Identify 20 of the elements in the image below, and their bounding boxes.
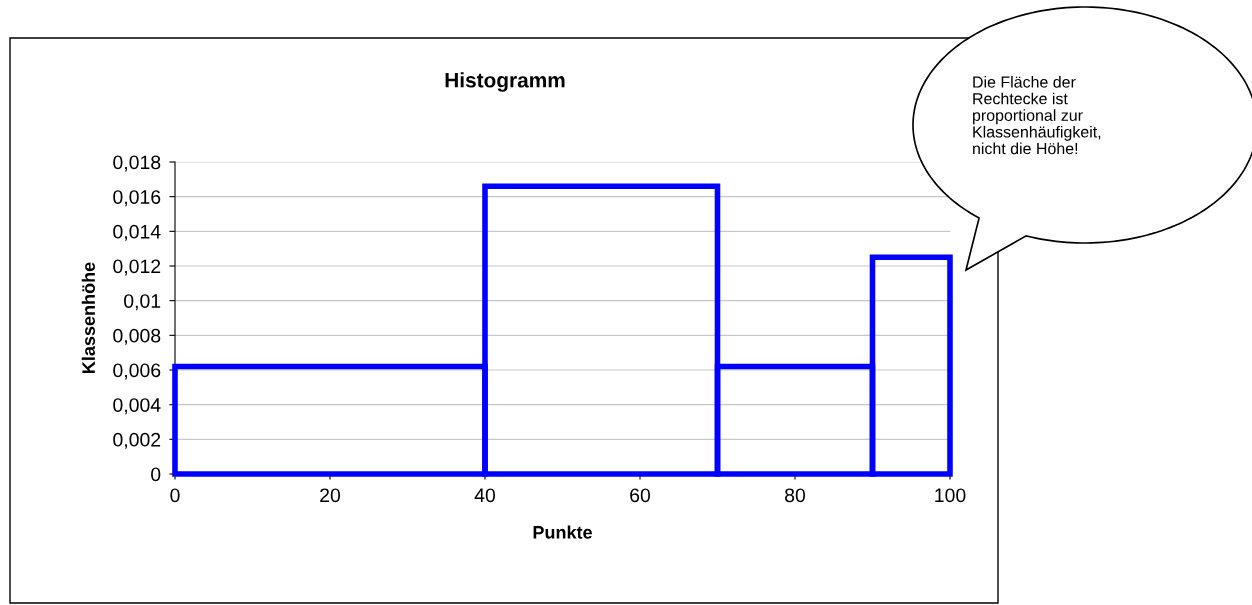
- y-axis-title: Klassenhöhe: [81, 262, 95, 373]
- text: Die Fläche der Rechtecke ist proportional zur Klassenhäufigkeit, nicht die Höhe!: [973, 76, 1101, 155]
- x-tick-label: 0: [170, 488, 180, 503]
- y-tick-label: 0,012: [113, 259, 161, 276]
- x-tick-label: 40: [474, 488, 496, 503]
- y-tick-label: 0,006: [113, 363, 161, 380]
- y-tick-label: 0,002: [113, 432, 161, 449]
- y-tick-label: 0,018: [113, 155, 161, 172]
- y-tick-label: 0,014: [113, 224, 161, 241]
- x-tick-label: 20: [320, 488, 341, 503]
- y-tick-label: 0: [151, 467, 161, 482]
- y-tick-label: 0,016: [113, 190, 161, 207]
- x-tick-label: 80: [785, 488, 806, 503]
- x-tick-label: 100: [935, 488, 966, 503]
- y-tick-label: 0,008: [113, 328, 161, 345]
- x-tick-label: 60: [630, 488, 651, 503]
- y-tick-label: 0,01: [124, 294, 161, 311]
- y-tick-label: 0,004: [113, 398, 161, 415]
- x-axis-title: Punkte: [533, 525, 592, 539]
- chart-title: Histogramm: [445, 72, 565, 92]
